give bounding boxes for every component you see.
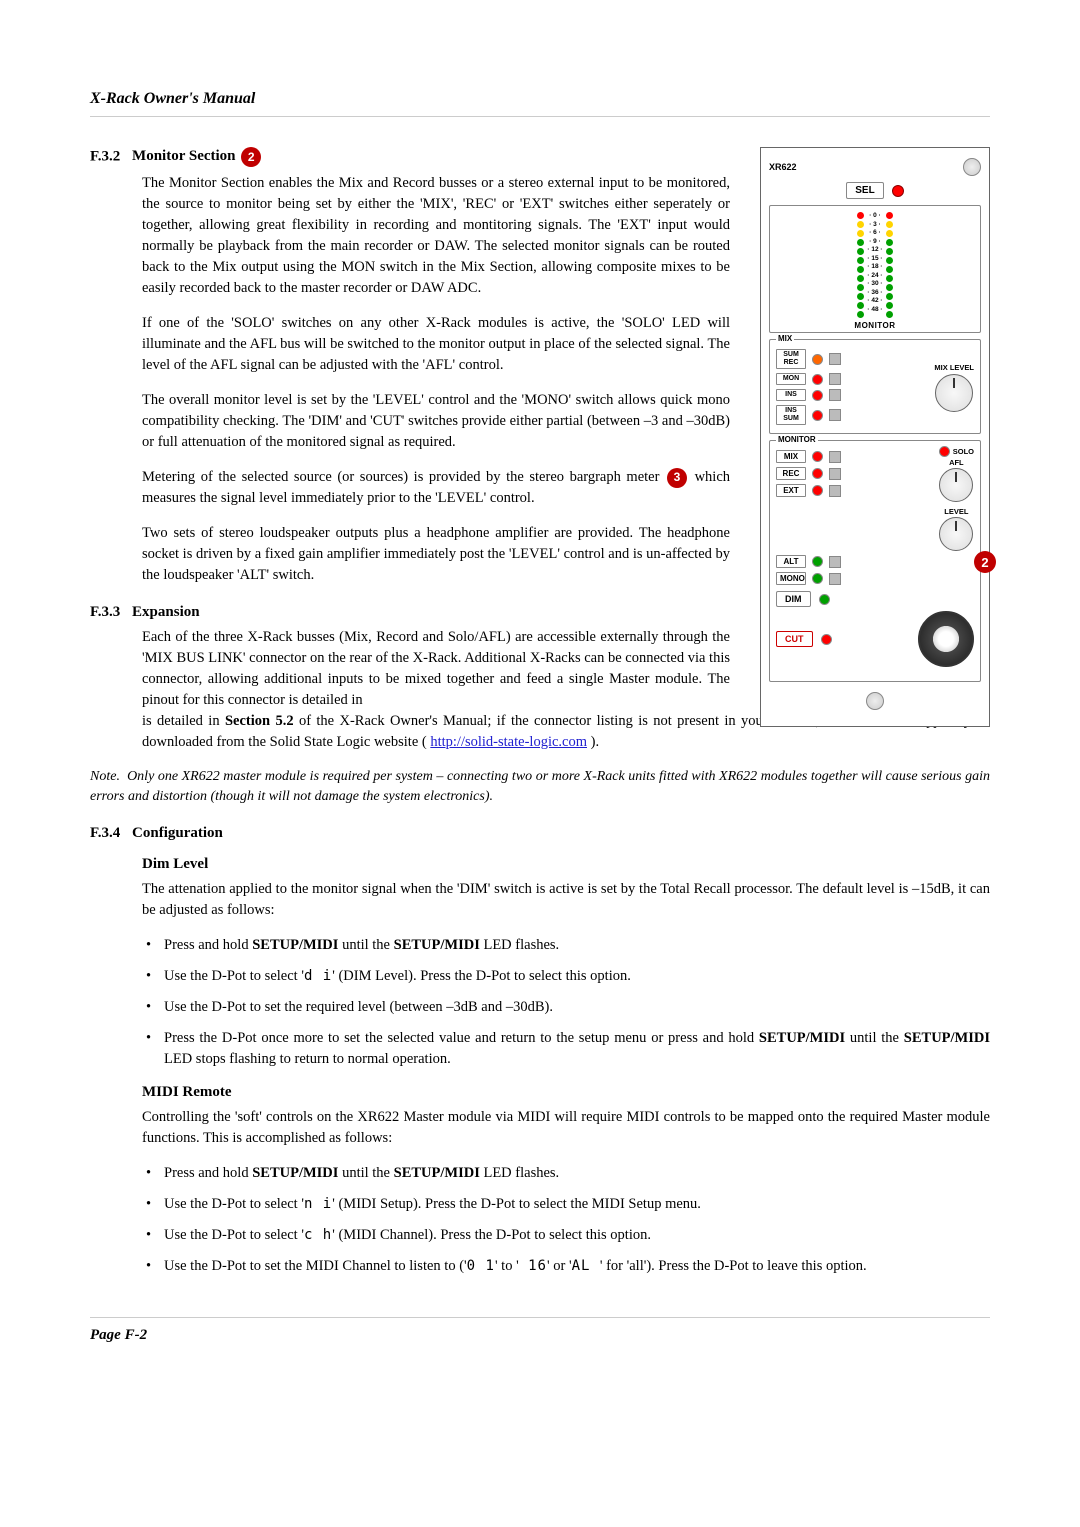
headphone-knob: [918, 611, 974, 667]
cut-button: CUT: [776, 631, 813, 647]
text: Metering of the selected source (or sour…: [142, 469, 665, 485]
midi-remote-steps: Press and hold SETUP/MIDI until the SETU…: [142, 1163, 990, 1277]
paragraph: The attenation applied to the monitor si…: [142, 879, 990, 921]
module-model: XR622: [769, 162, 797, 172]
page-header: X-Rack Owner's Manual: [90, 90, 990, 117]
monitor-section-box: MONITOR MIXRECEXT SOLO AFL LEVEL 2: [769, 440, 981, 682]
paragraph: Two sets of stereo loudspeaker outputs p…: [142, 523, 730, 586]
list-item: Use the D-Pot to select 'c h' (MIDI Chan…: [142, 1225, 990, 1246]
section-title: Monitor Section: [132, 148, 235, 164]
text: is detailed in: [142, 713, 225, 729]
subsection-midi-remote: MIDI Remote: [142, 1084, 990, 1101]
manual-title: X-Rack Owner's Manual: [90, 90, 255, 107]
section-title: Expansion: [132, 604, 200, 620]
sel-button: SEL: [846, 182, 883, 199]
mix-level-knob: [935, 374, 973, 412]
solo-led: [939, 446, 950, 457]
page-number: Page F-2: [90, 1327, 147, 1343]
solo-label: SOLO: [953, 447, 974, 456]
section-number: F.3.4: [90, 825, 120, 841]
paragraph: Controlling the 'soft' controls on the X…: [142, 1107, 990, 1149]
section-reference: Section 5.2: [225, 713, 294, 729]
cut-led: [821, 634, 832, 645]
note-text: Only one XR622 master module is required…: [90, 769, 990, 804]
website-link[interactable]: http://solid-state-logic.com: [430, 734, 587, 750]
screw-icon: [866, 692, 884, 710]
meter-title: MONITOR: [774, 321, 976, 330]
paragraph: Metering of the selected source (or sour…: [142, 467, 730, 509]
screw-icon: [963, 158, 981, 176]
module-callout-badge-2: 2: [974, 551, 996, 573]
section-heading-f34: F.3.4 Configuration: [90, 825, 990, 842]
list-item: Press and hold SETUP/MIDI until the SETU…: [142, 935, 990, 956]
dim-level-steps: Press and hold SETUP/MIDI until the SETU…: [142, 935, 990, 1070]
module-panel-diagram: XR622 SEL · 0 ·· 3 ·· 6 ·· 9 ·· 12 ·· 15…: [760, 147, 990, 727]
paragraph: Each of the three X-Rack busses (Mix, Re…: [142, 627, 730, 711]
dim-led: [819, 594, 830, 605]
list-item: Press and hold SETUP/MIDI until the SETU…: [142, 1163, 990, 1184]
text: ).: [587, 734, 599, 750]
subsection-dim-level: Dim Level: [142, 856, 990, 873]
list-item: Press the D-Pot once more to set the sel…: [142, 1028, 990, 1070]
note-paragraph: Note. Only one XR622 master module is re…: [90, 767, 990, 806]
note-label: Note.: [90, 769, 120, 784]
list-item: Use the D-Pot to select 'd i' (DIM Level…: [142, 966, 990, 987]
sel-led: [892, 185, 904, 197]
paragraph: The overall monitor level is set by the …: [142, 390, 730, 453]
level-label: LEVEL: [944, 507, 968, 516]
level-knob: [939, 517, 973, 551]
meter-bargraph: · 0 ·· 3 ·· 6 ·· 9 ·· 12 ·· 15 ·· 18 ·· …: [769, 205, 981, 333]
mix-level-label: MIX LEVEL: [934, 363, 974, 372]
afl-label: AFL: [949, 458, 964, 467]
section-number: F.3.3: [90, 604, 120, 620]
list-item: Use the D-Pot to set the MIDI Channel to…: [142, 1256, 990, 1277]
page-footer: Page F-2: [90, 1317, 990, 1344]
callout-badge-3: 3: [667, 468, 687, 488]
mix-section-box: MIX SUM RECMONINSINS SUM MIX LEVEL: [769, 339, 981, 434]
section-number: F.3.2: [90, 148, 120, 164]
paragraph: If one of the 'SOLO' switches on any oth…: [142, 313, 730, 376]
section-title: Configuration: [132, 825, 223, 841]
paragraph: The Monitor Section enables the Mix and …: [142, 173, 730, 299]
list-item: Use the D-Pot to set the required level …: [142, 997, 990, 1018]
afl-knob: [939, 468, 973, 502]
dim-button: DIM: [776, 591, 811, 607]
mix-box-title: MIX: [776, 334, 794, 343]
callout-badge-2: 2: [241, 147, 261, 167]
monitor-box-title: MONITOR: [776, 435, 818, 444]
list-item: Use the D-Pot to select 'n i' (MIDI Setu…: [142, 1194, 990, 1215]
